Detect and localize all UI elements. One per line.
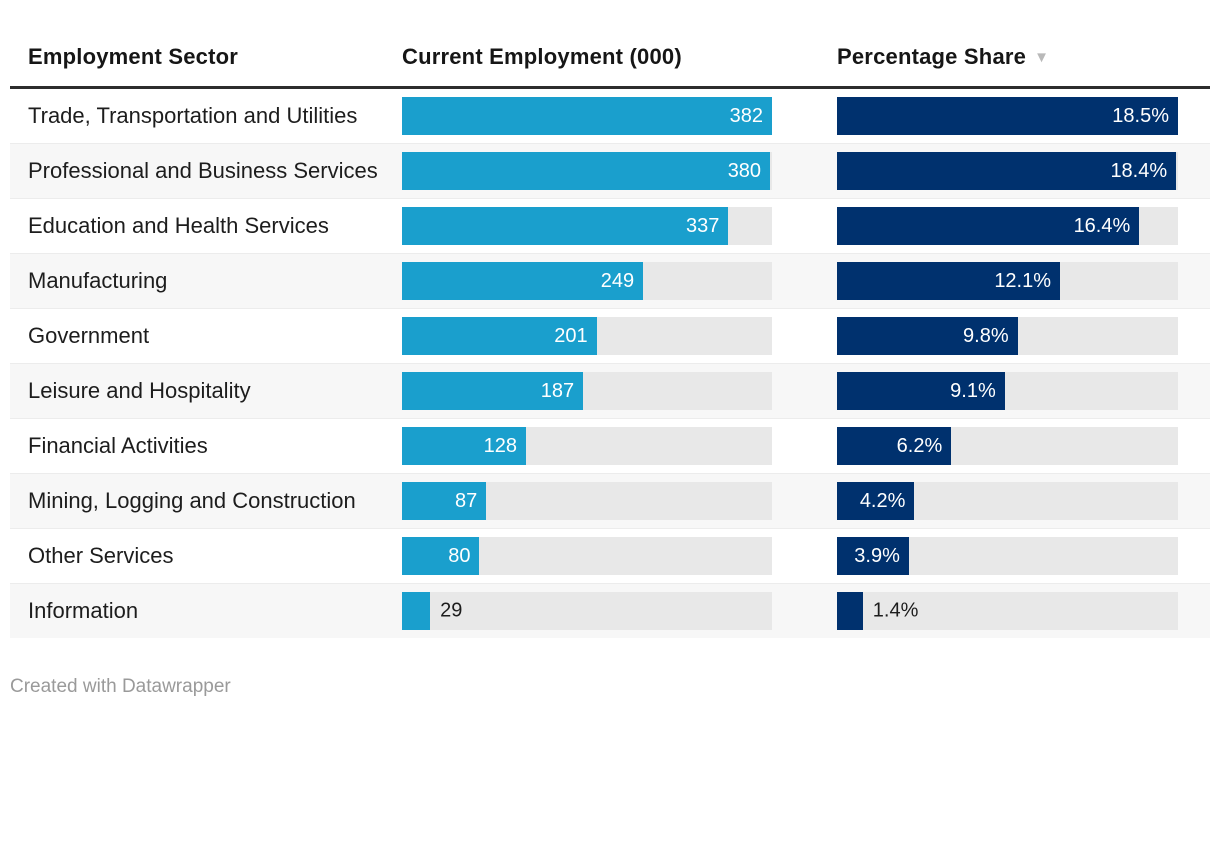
table-header: Employment Sector Current Employment (00…	[10, 0, 1210, 89]
sector-label: Trade, Transportation and Utilities	[28, 103, 358, 128]
employment-bar: 201	[402, 317, 597, 355]
employment-bar: 187	[402, 372, 584, 410]
column-header-employment-sector[interactable]: Employment Sector	[28, 44, 239, 69]
employment-bar-track: 80	[402, 537, 772, 575]
share-value-label: 18.4%	[1110, 159, 1168, 182]
employment-value-label: 380	[727, 159, 762, 182]
employment-bar-track: 87	[402, 482, 772, 520]
table-row: Government 201 9.8%	[10, 308, 1210, 363]
share-bar: 9.1%	[837, 372, 1005, 410]
share-bar-track: 9.1%	[837, 372, 1178, 410]
employment-bar: 380	[402, 152, 771, 190]
table-row: Trade, Transportation and Utilities 382 …	[10, 89, 1210, 143]
share-bar: 16.4%	[837, 207, 1140, 245]
employment-bar	[402, 592, 431, 630]
share-bar: 3.9%	[837, 537, 909, 575]
share-bar-track: 9.8%	[837, 317, 1178, 355]
share-value-label: 16.4%	[1073, 214, 1131, 237]
share-value-label: 9.1%	[950, 379, 996, 402]
employment-bar-track: 201	[402, 317, 772, 355]
share-bar-track: 3.9%	[837, 537, 1178, 575]
employment-bar-track: 29	[402, 592, 772, 630]
share-bar: 18.4%	[837, 152, 1177, 190]
employment-value-label: 87	[455, 489, 478, 512]
employment-value-label: 249	[600, 269, 635, 292]
employment-value-label: 29	[440, 599, 463, 622]
table-row: Mining, Logging and Construction 87 4.2%	[10, 473, 1210, 528]
sector-label: Other Services	[28, 543, 174, 568]
share-value-label: 6.2%	[896, 434, 943, 457]
employment-value-label: 337	[686, 214, 720, 237]
share-value-label: 18.5%	[1112, 104, 1169, 127]
sector-label: Information	[28, 598, 139, 623]
share-bar: 18.5%	[837, 97, 1178, 135]
table-row: Manufacturing 249 12.1%	[10, 253, 1210, 308]
share-bar-track: 18.4%	[837, 152, 1178, 190]
sector-label: Leisure and Hospitality	[28, 378, 251, 403]
sector-label: Professional and Business Services	[28, 158, 378, 183]
table-row: Financial Activities 128 6.2%	[10, 418, 1210, 473]
table-row: Other Services 80 3.9%	[10, 528, 1210, 583]
employment-bar-track: 380	[402, 152, 772, 190]
sector-label: Education and Health Services	[28, 213, 329, 238]
column-header-percentage-share[interactable]: Percentage Share ▼	[837, 44, 1178, 70]
employment-value-label: 128	[483, 434, 517, 457]
employment-value-label: 382	[729, 104, 763, 127]
column-header-current-employment[interactable]: Current Employment (000)	[402, 44, 682, 69]
datawrapper-credit: Created with Datawrapper	[10, 676, 231, 697]
share-bar: 12.1%	[837, 262, 1061, 300]
share-value-label: 9.8%	[963, 324, 1009, 347]
employment-bar: 337	[402, 207, 729, 245]
employment-bar-track: 128	[402, 427, 772, 465]
column-header-percentage-share-label: Percentage Share	[837, 44, 1027, 69]
share-value-label: 4.2%	[859, 489, 906, 512]
sector-label: Government	[28, 323, 150, 348]
employment-bar: 87	[402, 482, 487, 520]
share-bar-track: 1.4%	[837, 592, 1178, 630]
share-bar-track: 16.4%	[837, 207, 1178, 245]
employment-value-label: 187	[540, 379, 575, 402]
table-body: Trade, Transportation and Utilities 382 …	[10, 89, 1210, 638]
sector-label: Manufacturing	[28, 268, 168, 293]
employment-value-label: 201	[554, 324, 588, 347]
sector-label: Financial Activities	[28, 433, 208, 458]
table-row: Leisure and Hospitality 187 9.1%	[10, 363, 1210, 418]
employment-bar: 128	[402, 427, 526, 465]
employment-bar-track: 187	[402, 372, 772, 410]
employment-value-label: 80	[448, 544, 471, 567]
share-value-label: 3.9%	[854, 544, 900, 567]
employment-bar: 382	[402, 97, 772, 135]
share-bar-track: 6.2%	[837, 427, 1178, 465]
share-bar: 9.8%	[837, 317, 1018, 355]
share-bar: 4.2%	[837, 482, 915, 520]
table-row: Information 29 1.4%	[10, 583, 1210, 638]
share-bar: 6.2%	[837, 427, 952, 465]
share-value-label: 12.1%	[994, 269, 1052, 292]
table-row: Education and Health Services 337 16.4%	[10, 198, 1210, 253]
employment-bar: 80	[402, 537, 480, 575]
share-value-label: 1.4%	[872, 599, 919, 622]
employment-bar-track: 382	[402, 97, 772, 135]
share-bar-track: 18.5%	[837, 97, 1178, 135]
sort-descending-icon[interactable]: ▼	[1034, 49, 1050, 66]
share-bar-track: 12.1%	[837, 262, 1178, 300]
share-bar-track: 4.2%	[837, 482, 1178, 520]
share-bar	[837, 592, 863, 630]
employment-bar-track: 249	[402, 262, 772, 300]
employment-bar-track: 337	[402, 207, 772, 245]
employment-bar: 249	[402, 262, 644, 300]
sector-label: Mining, Logging and Construction	[28, 488, 356, 513]
table-row: Professional and Business Services 380 1…	[10, 143, 1210, 198]
